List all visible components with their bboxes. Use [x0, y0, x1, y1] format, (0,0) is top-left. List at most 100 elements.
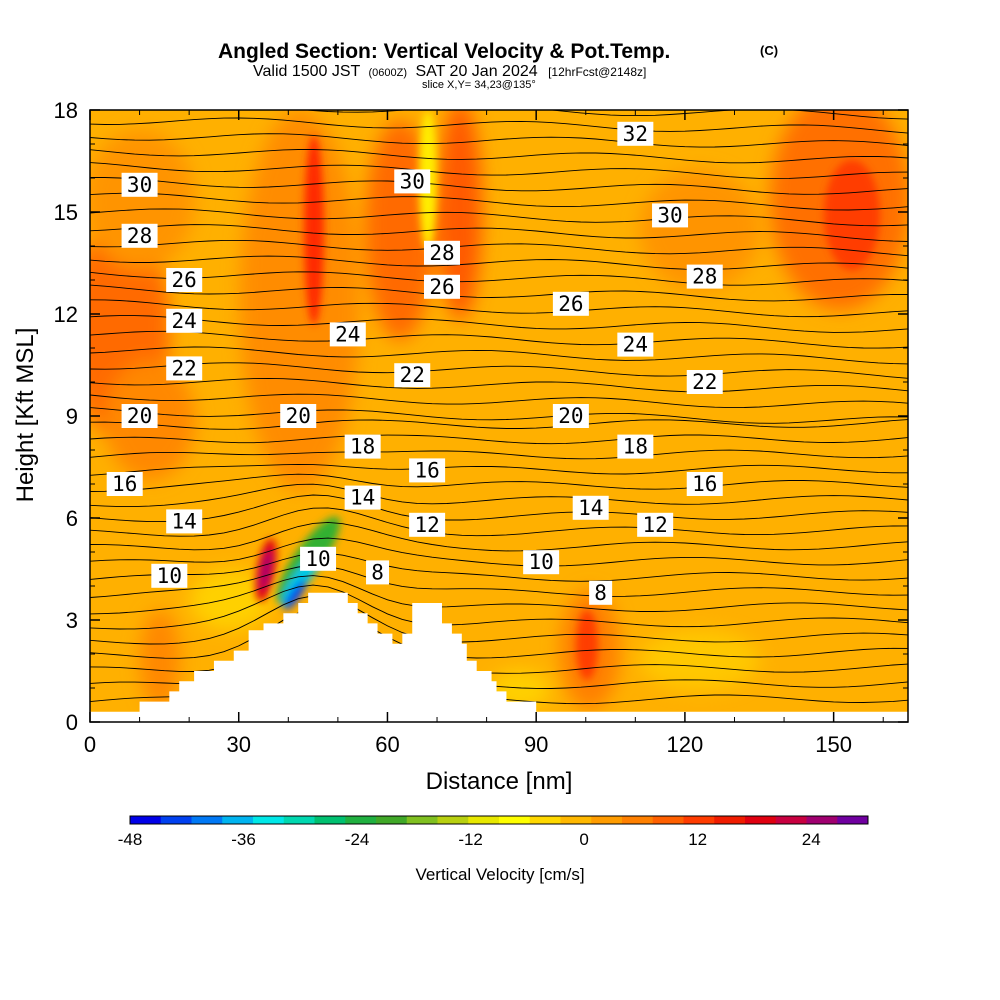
isentrope-label-bg — [572, 495, 609, 520]
isentrope-line — [90, 162, 908, 180]
isentrope-line — [90, 552, 908, 582]
y-axis: 0 3 6 9 12 15 18 — [54, 98, 908, 735]
isentrope-line — [90, 330, 908, 349]
isentrope-label-bg — [166, 268, 203, 292]
colorbar-swatch — [191, 816, 223, 824]
colorbar-swatch — [222, 816, 254, 824]
blob-mid-right — [640, 170, 760, 290]
colorbar-swatch — [253, 816, 285, 824]
chart-subtitle: Valid 1500 JST (0600Z) SAT 20 Jan 2024 [… — [253, 63, 646, 80]
blob-upper-right-core — [824, 160, 880, 270]
isentrope-line — [90, 507, 908, 537]
isentrope-label-bg — [329, 322, 366, 347]
subtitle-valid: Valid 1500 JST — [253, 63, 361, 80]
isentrope-label-bg — [686, 264, 723, 289]
colorbar-tick-label: 0 — [579, 830, 588, 849]
field-blobs-sharp — [255, 110, 880, 680]
isentrope-line — [90, 362, 908, 379]
isentrope-line — [90, 149, 908, 164]
y-tick-label: 0 — [66, 710, 78, 735]
isentrope-label-bg — [552, 291, 589, 316]
isentrope-label: 12 — [643, 513, 668, 537]
isentrope-line — [90, 271, 908, 286]
isentrope-line — [90, 434, 908, 445]
colorbar-tick-label: -24 — [345, 830, 370, 849]
colorbar-swatch — [591, 816, 623, 824]
isentrope-labels: 30 28 26 24 22 20 16 14 10 20 24 18 14 10 8 30 28 26 22 16 1… — [106, 121, 723, 605]
isentrope-line — [90, 494, 908, 523]
isentrope-label: 26 — [429, 275, 454, 299]
isentrope-label: 22 — [172, 356, 197, 380]
isentrope-label-bg — [166, 356, 203, 381]
isentrope-line — [90, 177, 908, 195]
isentrope-label-bg — [366, 560, 390, 585]
colorbar-swatch — [775, 816, 807, 824]
isentrope-line — [90, 315, 908, 333]
isentrope-label-bg — [300, 546, 337, 571]
y-tick-label: 12 — [54, 302, 78, 327]
colorbar-swatch — [314, 816, 346, 824]
isentrope-label: 32 — [623, 122, 648, 146]
isentrope-label: 14 — [578, 496, 603, 520]
isentrope-line — [90, 608, 908, 659]
isentrope-label-bg — [344, 485, 381, 510]
colorbar-frame — [129, 815, 869, 825]
colorbar-swatch — [345, 816, 377, 824]
isentrope-line — [90, 407, 908, 424]
isentrope-line — [90, 565, 908, 598]
chart-title: Angled Section: Vertical Velocity & Pot.… — [218, 40, 670, 63]
colorbar-swatch — [499, 816, 531, 824]
colorbar-tick-label: -12 — [458, 830, 483, 849]
colorbar-swatch — [468, 816, 500, 824]
isentrope-line — [90, 449, 908, 460]
isentrope-label: 30 — [400, 169, 425, 193]
colorbar-tick-label: -36 — [231, 830, 256, 849]
isentrope-label: 24 — [172, 309, 197, 333]
isentrope-line — [90, 117, 908, 134]
x-tick-label: 30 — [226, 732, 250, 757]
isentrope-label: 10 — [528, 550, 553, 574]
isentrope-line — [90, 346, 908, 365]
isentrope-label-bg — [409, 458, 446, 483]
isentrope-label-bg — [686, 472, 723, 496]
isentrope-label-bg — [106, 472, 143, 496]
isentrope-label: 22 — [400, 363, 425, 387]
isentrope-label-bg — [121, 172, 158, 197]
isentrope-line — [90, 575, 908, 615]
isentrope-label: 14 — [172, 509, 197, 533]
colorbar-swatch — [652, 816, 684, 824]
colorbar-swatch — [837, 816, 869, 824]
x-tick-label: 150 — [815, 732, 852, 757]
isentrope-line — [90, 483, 908, 508]
isentrope-label-bg — [617, 121, 654, 146]
isentrope-label: 24 — [335, 322, 360, 346]
isentrope-label-bg — [166, 509, 203, 534]
isentrope-lines — [90, 110, 908, 705]
blob-lee-core — [260, 550, 272, 590]
isentrope-line — [90, 595, 908, 645]
isentrope-label-bg — [394, 363, 431, 388]
isentrope-label-bg — [121, 404, 158, 428]
colorbar-swatch — [437, 816, 469, 824]
subtitle-forecast: [12hrFcst@2148z] — [548, 65, 646, 79]
isentrope-label-bg — [617, 434, 654, 459]
colorbar-swatch — [406, 816, 438, 824]
subtitle-utc: (0600Z) — [368, 67, 407, 79]
colorbar-tick-label: -48 — [118, 830, 143, 849]
isentrope-label: 28 — [127, 224, 152, 248]
terrain-mask — [90, 592, 908, 722]
isentrope-label: 28 — [429, 241, 454, 265]
isentrope-line — [90, 537, 908, 567]
y-tick-label: 15 — [54, 200, 78, 225]
isentrope-label: 20 — [127, 404, 152, 428]
blob-low-left — [140, 610, 180, 710]
blob-yellow-2 — [640, 630, 760, 690]
chart-title-mark: (C) — [760, 43, 778, 58]
isentrope-label: 26 — [558, 292, 583, 316]
y-tick-label: 9 — [66, 404, 78, 429]
isentrope-label-bg — [151, 563, 188, 588]
colorbar: -48 -36 -24 -12 0 12 24 — [118, 815, 869, 849]
slice-info: slice X,Y= 34,23@135° — [422, 79, 536, 91]
isentrope-line — [90, 208, 908, 227]
